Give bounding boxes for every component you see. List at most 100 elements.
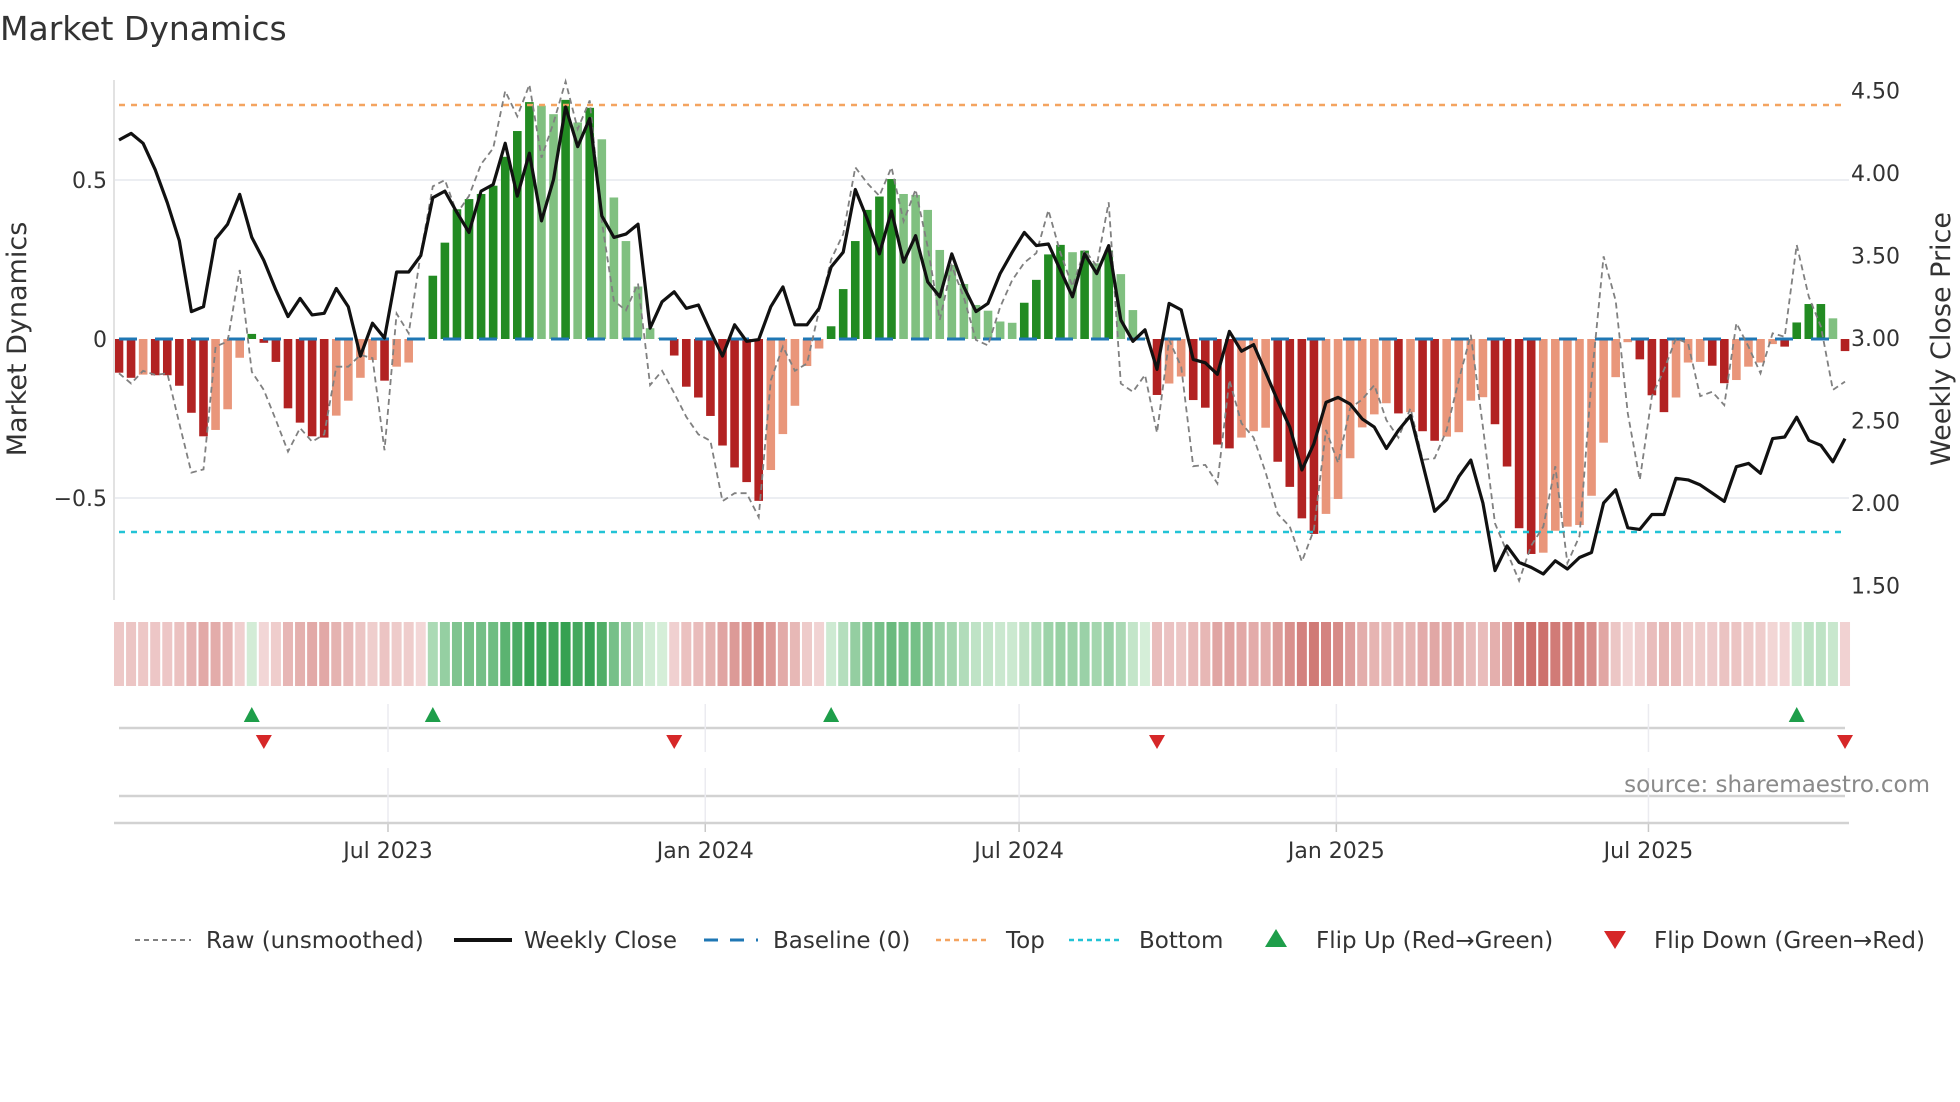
heat-cell <box>1840 622 1851 686</box>
heat-cell <box>669 622 680 686</box>
dynamics-bar <box>1671 339 1681 398</box>
heat-cell <box>741 622 752 686</box>
y-tick-label-right: 3.00 <box>1851 327 1900 352</box>
heat-cell <box>1272 622 1283 686</box>
heat-cell <box>1333 622 1344 686</box>
dynamics-bar <box>1116 274 1126 339</box>
dynamics-bar <box>126 339 136 378</box>
heat-cell <box>1139 622 1150 686</box>
dynamics-bar <box>1188 339 1198 401</box>
dynamics-bar <box>549 114 558 339</box>
y-tick-label-left: 0.5 <box>72 169 107 194</box>
dynamics-bar <box>476 193 486 339</box>
heat-cell <box>1815 622 1826 686</box>
heat-cell <box>1381 622 1392 686</box>
dynamics-bar <box>923 209 932 339</box>
heat-cell <box>705 622 716 686</box>
heat-cell <box>910 622 921 686</box>
flip-up-marker <box>823 707 840 722</box>
dynamics-bar <box>464 199 474 339</box>
dynamics-bar <box>488 185 498 339</box>
dynamics-bar <box>1756 339 1765 363</box>
heat-cell <box>295 622 306 686</box>
dynamics-bar <box>223 339 232 410</box>
dynamics-bar <box>114 339 124 373</box>
dynamics-bar <box>694 339 703 398</box>
heat-cell <box>1308 622 1319 686</box>
heat-cell <box>970 622 981 686</box>
dynamics-bar <box>1683 339 1693 363</box>
heat-cell <box>114 622 124 686</box>
dynamics-bar <box>1599 339 1608 443</box>
heat-cell <box>1803 622 1814 686</box>
chart-title: Market Dynamics <box>0 9 287 48</box>
dynamics-bar <box>1369 339 1379 415</box>
dynamics-bar <box>875 196 884 339</box>
heat-cell <box>1007 622 1018 686</box>
heat-cell <box>850 622 861 686</box>
dynamics-bar <box>404 339 413 363</box>
heat-cell <box>1224 622 1235 686</box>
y-tick-label-right: 3.50 <box>1851 245 1900 270</box>
legend-label: Flip Up (Red→Green) <box>1316 928 1553 954</box>
flip-up-marker <box>424 707 441 722</box>
heat-cell <box>1357 622 1368 686</box>
dynamics-bar <box>706 339 715 416</box>
legend-flip-up-icon <box>1265 929 1287 947</box>
heat-cell <box>777 622 788 686</box>
heat-cell <box>1188 622 1199 686</box>
dynamics-bar <box>681 339 691 387</box>
legend-label: Weekly Close <box>524 928 677 954</box>
dynamics-bar <box>1804 304 1814 339</box>
heat-cell <box>282 622 293 686</box>
heat-cell <box>1562 622 1573 686</box>
dynamics-bar <box>1345 339 1355 459</box>
heat-cell <box>1345 622 1356 686</box>
heat-cell <box>862 622 873 686</box>
dynamics-bar <box>1466 339 1476 401</box>
dynamics-bar <box>573 122 582 339</box>
heat-cell <box>753 622 764 686</box>
heat-cell <box>814 622 825 686</box>
dynamics-bar <box>331 339 341 416</box>
heat-cell <box>1586 622 1597 686</box>
heat-cell <box>922 622 933 686</box>
dynamics-bar <box>1164 339 1174 384</box>
heat-cell <box>415 622 426 686</box>
heat-cell <box>1538 622 1549 686</box>
legend-label: Raw (unsmoothed) <box>206 928 424 954</box>
dynamics-bar <box>1418 339 1427 432</box>
dynamics-bar <box>344 339 353 401</box>
heat-cell <box>210 622 221 686</box>
dynamics-bar <box>887 179 896 339</box>
dynamics-bar <box>1647 339 1657 396</box>
heat-cell <box>1755 622 1766 686</box>
heat-cell <box>1695 622 1706 686</box>
dynamics-bar <box>392 339 401 367</box>
heat-cell <box>536 622 547 686</box>
heat-cell <box>270 622 281 686</box>
y-tick-label-left: −0.5 <box>54 487 107 512</box>
heat-cell <box>1067 622 1078 686</box>
heat-cell <box>1634 622 1645 686</box>
heat-cell <box>403 622 414 686</box>
dynamics-bar <box>766 339 776 471</box>
heat-cell <box>548 622 559 686</box>
dynamics-bar <box>199 339 208 437</box>
heat-cell <box>476 622 487 686</box>
dynamics-bar <box>452 209 462 339</box>
heat-cell <box>427 622 438 686</box>
heat-cell <box>995 622 1006 686</box>
dynamics-bar <box>138 339 148 375</box>
legend-item-raw: Raw (unsmoothed) <box>135 928 424 954</box>
dynamics-bar <box>1551 339 1560 531</box>
heat-cell <box>608 622 619 686</box>
dynamics-bar <box>1321 339 1331 514</box>
heat-cell <box>572 622 583 686</box>
heat-cell <box>222 622 233 686</box>
dynamics-bar <box>1732 339 1741 381</box>
dynamics-bar <box>790 339 800 406</box>
heat-cell <box>1646 622 1657 686</box>
heat-cell <box>488 622 499 686</box>
